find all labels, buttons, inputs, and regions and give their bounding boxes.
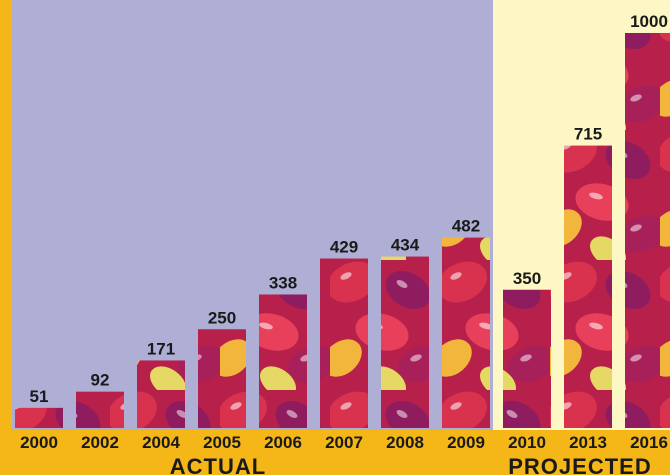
value-label-2016: 1000 xyxy=(630,12,668,31)
x-tick-2010: 2010 xyxy=(508,433,546,452)
x-tick-2009: 2009 xyxy=(447,433,485,452)
x-tick-2008: 2008 xyxy=(386,433,424,452)
group-label-projected: PROJECTED xyxy=(508,454,651,475)
x-tick-2013: 2013 xyxy=(569,433,607,452)
x-tick-2000: 2000 xyxy=(20,433,58,452)
bar-2006 xyxy=(259,294,307,428)
bar-2013 xyxy=(564,145,612,428)
value-label-2010: 350 xyxy=(513,269,541,288)
value-label-2006: 338 xyxy=(269,273,297,292)
value-label-2008: 434 xyxy=(391,236,420,255)
value-labels-group: 51 92 171 250 338 429 434 482 350 715 1000 xyxy=(30,12,668,406)
bar-2007 xyxy=(320,258,368,428)
bar-2005 xyxy=(198,329,246,428)
bar-2016 xyxy=(625,33,670,428)
bars-group xyxy=(15,33,670,428)
x-tick-2002: 2002 xyxy=(81,433,119,452)
x-tick-2016: 2016 xyxy=(630,433,668,452)
x-tick-labels-group: 2000 2002 2004 2005 2006 2007 2008 2009 2010 2013… xyxy=(20,433,668,452)
x-tick-2005: 2005 xyxy=(203,433,241,452)
bar-2002 xyxy=(76,391,124,428)
bar-2010 xyxy=(503,289,551,428)
value-label-2004: 171 xyxy=(147,339,175,358)
bar-2004 xyxy=(137,360,185,428)
bar-2009 xyxy=(442,237,490,428)
x-tick-2007: 2007 xyxy=(325,433,363,452)
value-label-2013: 715 xyxy=(574,125,602,144)
value-label-2000: 51 xyxy=(30,387,49,406)
value-label-2009: 482 xyxy=(452,217,480,236)
x-tick-2006: 2006 xyxy=(264,433,302,452)
x-tick-2004: 2004 xyxy=(142,433,180,452)
value-label-2005: 250 xyxy=(208,308,236,327)
value-label-2002: 92 xyxy=(91,371,110,390)
bar-2000 xyxy=(15,407,63,428)
group-label-actual: ACTUAL xyxy=(170,454,266,475)
value-label-2007: 429 xyxy=(330,238,358,257)
bar-2008 xyxy=(381,256,429,428)
